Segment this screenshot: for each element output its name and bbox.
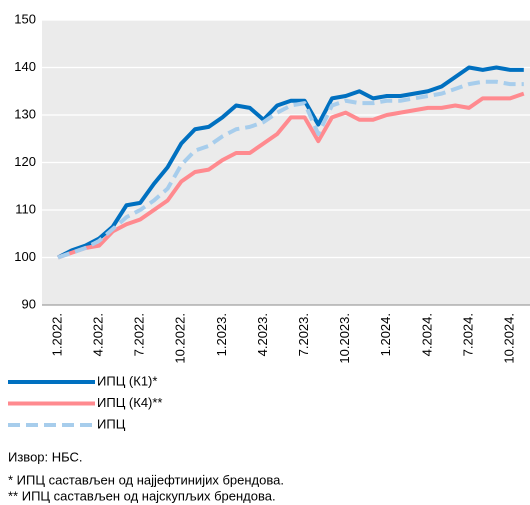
- source: Извор: НБС.: [8, 449, 83, 464]
- x-tick-label: 4.2023.: [255, 313, 270, 356]
- y-tick-label: 130: [14, 106, 36, 121]
- x-tick-label: 1.2022.: [49, 313, 64, 356]
- y-tick-label: 90: [22, 296, 36, 311]
- x-tick-label: 10.2024.: [502, 313, 517, 364]
- legend-label: ИПЦ (К4)**: [97, 395, 163, 410]
- note: * ИПЦ састављен од најјефтинијих брендов…: [8, 472, 284, 487]
- x-tick-label: 4.2024.: [419, 313, 434, 356]
- x-tick-label: 1.2024.: [378, 313, 393, 356]
- x-tick-label: 1.2023.: [214, 313, 229, 356]
- y-tick-label: 110: [15, 201, 36, 216]
- y-tick-label: 150: [14, 11, 36, 26]
- series-line: [57, 65, 524, 260]
- y-tick-label: 120: [14, 154, 36, 169]
- y-tick-label: 100: [14, 249, 36, 264]
- y-tick-label: 140: [14, 59, 36, 74]
- x-tick-label: 7.2022.: [132, 313, 147, 356]
- series-line: [57, 91, 525, 260]
- x-tick-label: 10.2022.: [173, 313, 188, 364]
- x-tick-label: 7.2024.: [460, 313, 475, 356]
- note: ** ИПЦ састављен од најскупљих брендова.: [8, 488, 276, 503]
- x-tick-label: 10.2023.: [337, 313, 352, 364]
- series-line: [57, 79, 524, 260]
- legend-label: ИПЦ: [97, 416, 126, 431]
- x-tick-label: 4.2022.: [91, 313, 106, 356]
- legend-label: ИПЦ (К1)*: [97, 373, 157, 388]
- x-tick-label: 7.2023.: [296, 313, 311, 356]
